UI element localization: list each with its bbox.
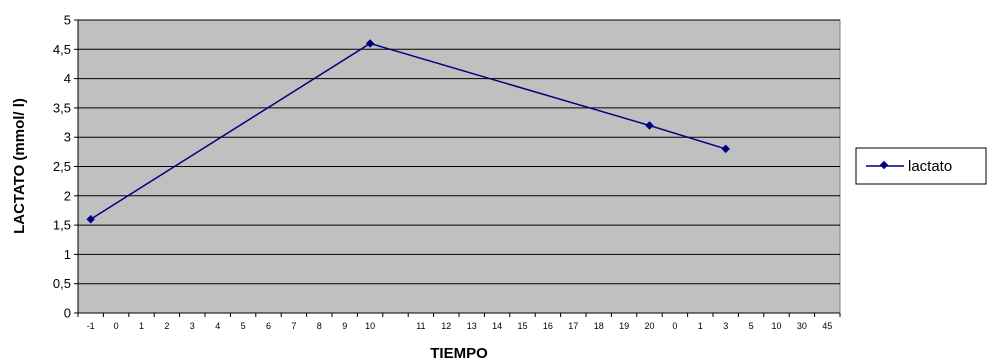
series-line-lactato <box>90 42 726 220</box>
x-tick-label: 1 <box>698 321 703 331</box>
gridlines <box>78 19 840 285</box>
data-point <box>86 214 95 224</box>
series-layer <box>86 39 730 224</box>
x-tick-label: 11 <box>416 321 425 331</box>
y-tick-label: 1,5 <box>53 218 71 233</box>
y-tick-label: 3 <box>64 130 71 145</box>
x-tick-label: 15 <box>517 321 527 331</box>
y-tick-label: 4,5 <box>53 42 71 57</box>
x-tick-label: 0 <box>672 321 677 331</box>
x-tick-label: 20 <box>644 321 654 331</box>
x-tick-label: 5 <box>749 321 754 331</box>
x-tick-label: 4 <box>215 321 220 331</box>
x-tick-label: 5 <box>241 321 246 331</box>
y-tick-label: 4 <box>64 71 71 86</box>
x-tick-label: 18 <box>594 321 604 331</box>
y-tick-label: 1 <box>64 247 71 262</box>
y-tick-label: 5 <box>64 13 71 28</box>
x-tick-label: 0 <box>114 321 119 331</box>
x-tick-label: -1 <box>87 321 95 331</box>
x-tick-label: 2 <box>164 321 169 331</box>
y-tick-label: 2 <box>64 188 71 203</box>
x-axis: -1 0 1 2 3 4 5 6 7 8 9 10 11 12 13 14 15 16 17 18 19 20 0 1 3 5 10… <box>77 312 841 331</box>
y-tick-label: 0 <box>64 306 71 321</box>
x-tick-label: 30 <box>797 321 807 331</box>
x-tick-label: 3 <box>190 321 195 331</box>
legend-label: lactato <box>908 158 952 175</box>
legend: lactato <box>855 147 987 185</box>
x-tick-label: 6 <box>266 321 271 331</box>
x-tick-label: 13 <box>467 321 477 331</box>
y-tick-label: 0,5 <box>53 276 71 291</box>
x-tick-label: 3 <box>723 321 728 331</box>
y-axis-title: LACTATO (mmol/ l) <box>11 98 28 234</box>
y-tick-label: 3,5 <box>53 100 71 115</box>
x-tick-label: 8 <box>317 321 322 331</box>
x-tick-label: 1 <box>139 321 144 331</box>
y-tick-label: 2,5 <box>53 159 71 174</box>
x-tick-label: 12 <box>441 321 451 331</box>
x-tick-label: 7 <box>291 321 296 331</box>
x-tick-label: 19 <box>619 321 629 331</box>
x-tick-label: 16 <box>543 321 553 331</box>
x-tick-label: 10 <box>365 321 375 331</box>
x-axis-title: TIEMPO <box>430 345 488 362</box>
x-tick-label: 10 <box>771 321 781 331</box>
x-tick-label: 45 <box>822 321 832 331</box>
x-tick-label: 9 <box>342 321 347 331</box>
y-axis: 0 0,5 1 1,5 2 2,5 3 3,5 4 4,5 5 <box>53 13 79 321</box>
x-tick-label: 14 <box>492 321 502 331</box>
x-tick-label: 17 <box>568 321 578 331</box>
data-point <box>365 39 375 48</box>
